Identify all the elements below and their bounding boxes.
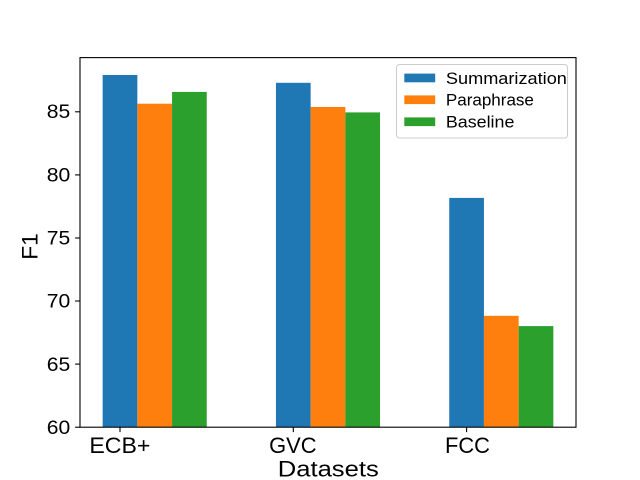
svg-text:Paraphrase: Paraphrase: [446, 90, 534, 109]
svg-text:FCC: FCC: [445, 433, 490, 458]
svg-text:Summarization: Summarization: [446, 69, 567, 88]
svg-text:85: 85: [47, 101, 71, 123]
svg-text:60: 60: [47, 417, 71, 439]
svg-text:F1: F1: [17, 233, 42, 259]
svg-text:ECB+: ECB+: [89, 433, 150, 458]
svg-text:Baseline: Baseline: [446, 112, 515, 131]
svg-text:GVC: GVC: [269, 433, 316, 458]
svg-text:80: 80: [47, 164, 71, 186]
svg-text:70: 70: [47, 291, 71, 313]
svg-text:Datasets: Datasets: [278, 456, 379, 480]
svg-text:65: 65: [47, 354, 71, 376]
svg-text:75: 75: [47, 228, 71, 250]
